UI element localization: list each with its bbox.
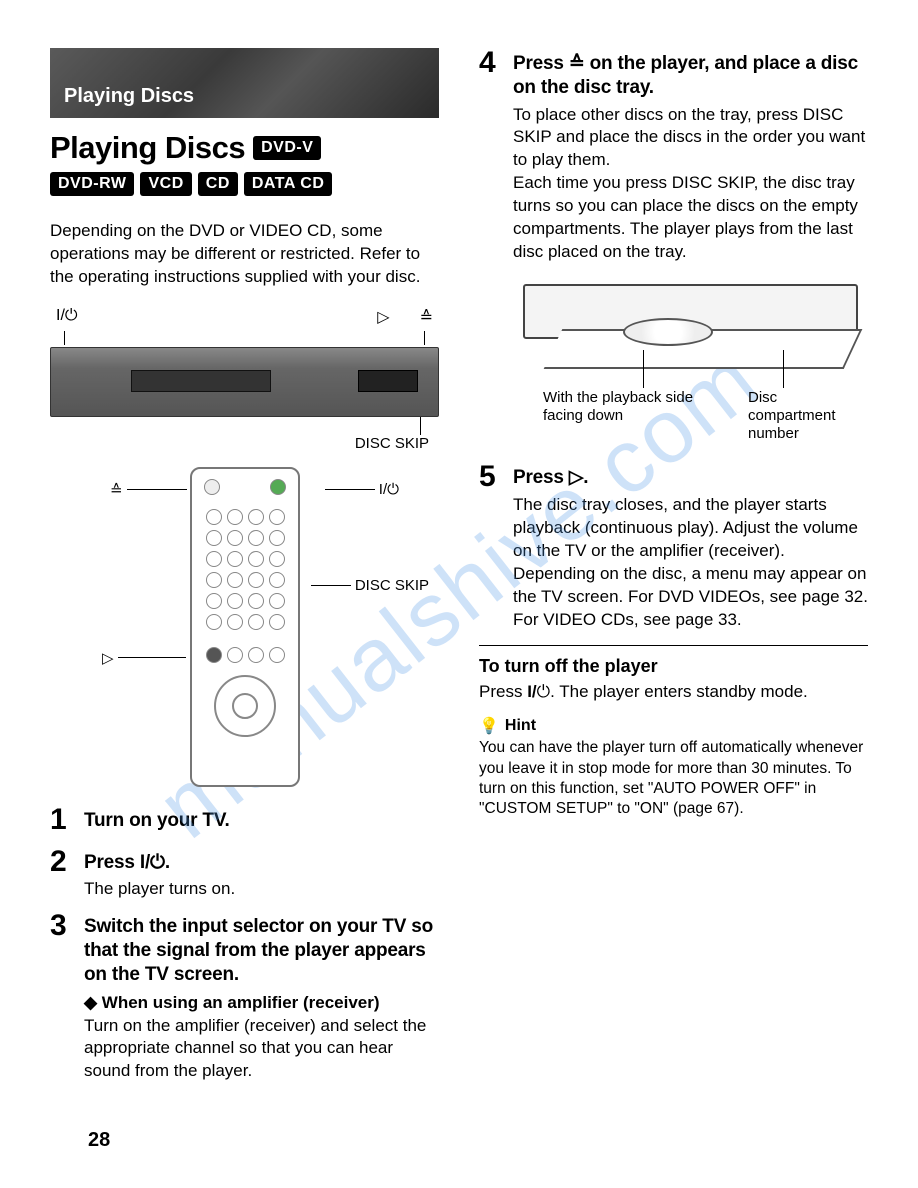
step-number: 5 <box>479 462 503 631</box>
left-column: Playing Discs Playing Discs DVD-V DVD-RW… <box>50 48 439 1093</box>
remote-dpad <box>214 675 276 737</box>
step-title: Switch the input selector on your TV so … <box>84 915 439 986</box>
player-top-labels: I/⏻ ▷ ≙ <box>50 307 439 331</box>
tray-label-right: Disc compartment number <box>748 389 868 443</box>
remote-power-label: I/⏻ <box>325 481 399 498</box>
separator-rule <box>479 645 868 646</box>
player-eject-label: ≙ <box>420 307 433 327</box>
turn-off-heading: To turn off the player <box>479 656 868 677</box>
remote-diagram: ≙ I/⏻ DISC SKIP ▷ <box>50 467 439 797</box>
remote-power-button <box>270 479 286 495</box>
step-number: 4 <box>479 48 503 452</box>
badge-datacd: DATA CD <box>244 172 333 196</box>
hint-label: Hint <box>505 717 536 735</box>
player-front-diagram: I/⏻ ▷ ≙ DISC SKIP <box>50 307 439 457</box>
player-play-label: ▷ <box>377 307 389 327</box>
step-subheading: ◆ When using an amplifier (receiver) <box>84 993 439 1013</box>
intro-paragraph: Depending on the DVD or VIDEO CD, some o… <box>50 220 439 289</box>
step-5: 5 Press ▷. The disc tray closes, and the… <box>479 462 868 631</box>
tray-label-left: With the playback side facing down <box>543 389 703 443</box>
step-title: Press ▷. <box>513 466 868 490</box>
step-text: To place other discs on the tray, press … <box>513 104 868 265</box>
player-power-label: I/⏻ <box>56 307 78 327</box>
step-number: 2 <box>50 847 74 902</box>
step-number: 3 <box>50 911 74 1083</box>
hint-text: You can have the player turn off automat… <box>479 738 868 819</box>
page-title: Playing Discs <box>50 130 245 166</box>
format-badges: DVD-RW VCD CD DATA CD <box>50 172 439 196</box>
step-2: 2 Press I/⏻. The player turns on. <box>50 847 439 902</box>
turn-off-text: Press I/⏻. The player enters standby mod… <box>479 681 868 704</box>
remote-eject-label: ≙ <box>110 481 187 499</box>
remote-discskip-label: DISC SKIP <box>311 577 429 594</box>
page-title-row: Playing Discs DVD-V <box>50 130 439 166</box>
remote-number-pad <box>206 509 284 630</box>
step-text: The disc tray closes, and the player sta… <box>513 494 868 632</box>
step-subtext: Turn on the amplifier (receiver) and sel… <box>84 1015 439 1084</box>
step-3: 3 Switch the input selector on your TV s… <box>50 911 439 1083</box>
remote-play-label: ▷ <box>102 649 186 667</box>
step-title: Turn on your TV. <box>84 809 439 833</box>
step-title: Press I/⏻. <box>84 851 439 875</box>
title-badge: DVD-V <box>253 136 321 160</box>
step-1: 1 Turn on your TV. <box>50 805 439 837</box>
two-column-layout: Playing Discs Playing Discs DVD-V DVD-RW… <box>50 48 868 1093</box>
disc-tray-diagram: With the playback side facing down Disc … <box>513 274 868 444</box>
player-body-illustration <box>50 347 439 417</box>
section-banner-text: Playing Discs <box>64 85 194 108</box>
step-number: 1 <box>50 805 74 837</box>
badge-vcd: VCD <box>140 172 191 196</box>
badge-cd: CD <box>198 172 238 196</box>
section-banner: Playing Discs <box>50 48 439 118</box>
remote-body-illustration <box>190 467 300 787</box>
remote-eject-button <box>204 479 220 495</box>
step-4: 4 Press ≙ on the player, and place a dis… <box>479 48 868 452</box>
step-title: Press ≙ on the player, and place a disc … <box>513 52 868 100</box>
player-discskip-label: DISC SKIP <box>50 435 439 452</box>
hint-icon: 💡 <box>479 716 499 736</box>
step-text: The player turns on. <box>84 878 439 901</box>
page-number: 28 <box>88 1129 110 1152</box>
badge-dvdrw: DVD-RW <box>50 172 134 196</box>
hint-heading: 💡 Hint <box>479 716 868 736</box>
right-column: 4 Press ≙ on the player, and place a dis… <box>479 48 868 1093</box>
